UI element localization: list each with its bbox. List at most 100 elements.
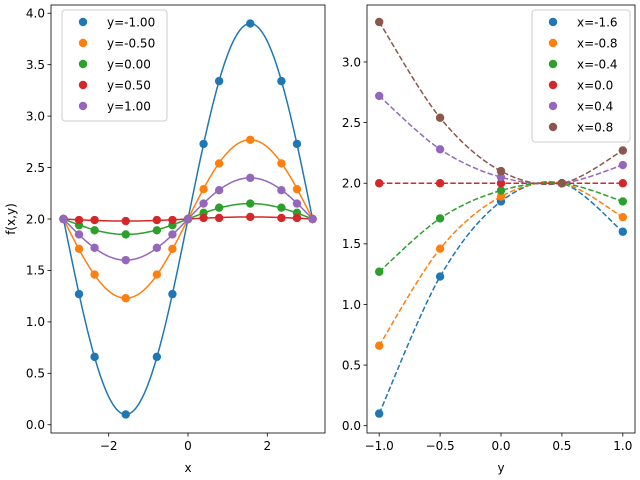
data-point (374, 409, 384, 418)
data-point (74, 230, 84, 239)
data-point (214, 213, 224, 223)
x-tick-label: 0 (184, 439, 192, 453)
data-point (435, 145, 445, 154)
data-point (90, 215, 99, 225)
data-point (90, 226, 99, 235)
legend-label: x=0.8 (577, 120, 613, 134)
data-point (496, 186, 506, 195)
data-point (74, 289, 84, 299)
data-point (246, 173, 255, 183)
series-line (378, 180, 624, 414)
data-point (59, 214, 68, 224)
y-tick-label: 1.0 (342, 298, 361, 312)
legend-marker (78, 17, 88, 27)
data-point (183, 214, 193, 224)
data-point (496, 192, 506, 201)
legend-marker (548, 17, 558, 27)
data-point (374, 179, 384, 188)
data-point (435, 179, 445, 188)
legend-label: y=0.50 (107, 78, 151, 92)
data-point (168, 244, 177, 254)
y-tick-label: 3.0 (342, 55, 361, 69)
x-axis-label: x (184, 461, 191, 475)
y-tick-label: 2.5 (342, 116, 361, 130)
data-point (214, 159, 224, 168)
data-point (199, 213, 208, 223)
legend-label: x=0.0 (577, 78, 613, 92)
data-point (374, 17, 384, 27)
legend-label: x=-1.6 (577, 15, 618, 29)
legend-box (61, 9, 168, 122)
data-point (292, 184, 302, 194)
data-point (152, 226, 162, 235)
y-tick-label: 4.0 (26, 7, 45, 21)
data-point (277, 203, 286, 212)
data-point (90, 270, 99, 279)
legend-marker (548, 38, 558, 48)
right-chart-panel: −1.0 −0.5 0.0 0.5 1.0 0.0 0.5 1.0 1.5 2.0 2.5 3.0 y x… (342, 4, 636, 475)
legend-label: x=0.4 (577, 99, 613, 113)
data-point (618, 179, 628, 188)
data-point (435, 244, 445, 253)
x-tick-label: 2 (263, 439, 271, 453)
data-point (246, 199, 255, 208)
legend-marker (78, 101, 88, 111)
legend: x=-1.6 x=-0.8 x=-0.4 x=0.0 x=0.4 x=0.8 (531, 9, 631, 143)
x-axis-label: y (497, 461, 504, 475)
data-point (292, 199, 302, 208)
legend-marker (548, 80, 558, 90)
data-point (618, 160, 628, 170)
legend-marker (78, 38, 88, 48)
data-point (496, 179, 506, 188)
data-point (496, 166, 506, 176)
legend: y=-1.00 y=-0.50 y=0.00 y=0.50 y=1.00 (61, 9, 168, 122)
data-point (90, 352, 99, 362)
data-point (121, 216, 130, 226)
legend-marker (548, 122, 558, 132)
data-point (374, 341, 384, 350)
legend-label: y=1.00 (107, 99, 151, 113)
y-tick-label: 0.0 (342, 419, 361, 433)
x-tick-label: 1.0 (613, 439, 632, 453)
data-point (618, 227, 628, 236)
y-tick-label: 1.5 (26, 264, 45, 278)
legend-label: y=-1.00 (107, 15, 155, 29)
data-point (199, 199, 208, 208)
data-point (168, 230, 177, 239)
y-axis-label: f(x,y) (4, 203, 18, 235)
legend-marker (78, 80, 88, 90)
data-point (374, 267, 384, 276)
data-point (292, 139, 302, 149)
data-point (152, 243, 162, 253)
data-point (152, 352, 162, 362)
data-point (277, 159, 286, 168)
data-point (246, 212, 255, 222)
x-tick-label: −1.0 (365, 439, 394, 453)
data-point (152, 270, 162, 279)
y-tick-label: 0.5 (26, 367, 45, 381)
data-point (121, 294, 130, 303)
data-point (121, 410, 130, 419)
legend-label: x=-0.4 (577, 57, 618, 71)
data-point (374, 91, 384, 101)
y-tick-label: 3.5 (26, 58, 45, 72)
y-tick-label: 2.0 (26, 212, 45, 226)
y-tick-label: 0.5 (342, 358, 361, 372)
legend-label: x=-0.8 (577, 36, 618, 50)
x-tick-label: −2 (100, 439, 118, 453)
data-point (435, 272, 445, 281)
data-point (292, 213, 302, 223)
y-tick-label: 1.5 (342, 237, 361, 251)
data-point (618, 197, 628, 206)
data-point (496, 172, 506, 182)
data-point (246, 19, 255, 28)
x-tick-label: −0.5 (426, 439, 455, 453)
legend-label: y=0.00 (107, 57, 151, 71)
data-point (214, 76, 224, 86)
data-point (618, 212, 628, 222)
series-x=0.4 (374, 91, 628, 188)
data-point (214, 185, 224, 195)
data-point (435, 214, 445, 223)
data-point (277, 76, 286, 86)
y-tick-label: 2.5 (26, 161, 45, 175)
